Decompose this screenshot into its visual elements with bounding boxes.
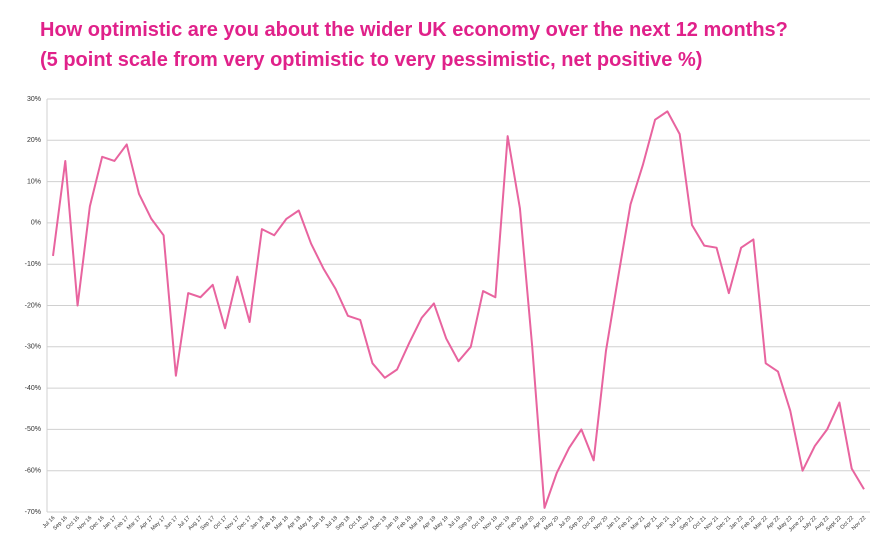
y-tick-label: 20% bbox=[27, 137, 41, 144]
y-tick-label: -10% bbox=[25, 261, 41, 268]
x-tick-label: Jun 17 bbox=[163, 515, 179, 531]
x-tick-label: Mar 22 bbox=[753, 515, 769, 531]
y-tick-label: -50% bbox=[25, 426, 41, 433]
y-tick-label: -70% bbox=[25, 509, 41, 516]
x-tick-label: Jun 21 bbox=[655, 515, 671, 531]
y-tick-label: -20% bbox=[25, 302, 41, 309]
y-tick-label: -40% bbox=[25, 385, 41, 392]
x-tick-label: Mar 19 bbox=[409, 515, 425, 531]
x-tick-label: Mar 17 bbox=[126, 515, 142, 531]
y-tick-label: 30% bbox=[27, 96, 41, 103]
line-series bbox=[52, 110, 865, 509]
chart-subtitle: (5 point scale from very optimistic to v… bbox=[40, 49, 702, 71]
x-tick-label: Mar 21 bbox=[630, 515, 646, 531]
y-tick-label: -60% bbox=[25, 468, 41, 475]
x-tick-label: Mar 20 bbox=[519, 515, 535, 531]
y-tick-label: -30% bbox=[25, 344, 41, 351]
chart-title: How optimistic are you about the wider U… bbox=[40, 19, 788, 41]
x-tick-label: Mar 18 bbox=[274, 515, 290, 531]
y-tick-label: 10% bbox=[27, 178, 41, 185]
y-tick-label: 0% bbox=[31, 220, 41, 227]
x-tick-label: Jun 18 bbox=[311, 515, 327, 531]
